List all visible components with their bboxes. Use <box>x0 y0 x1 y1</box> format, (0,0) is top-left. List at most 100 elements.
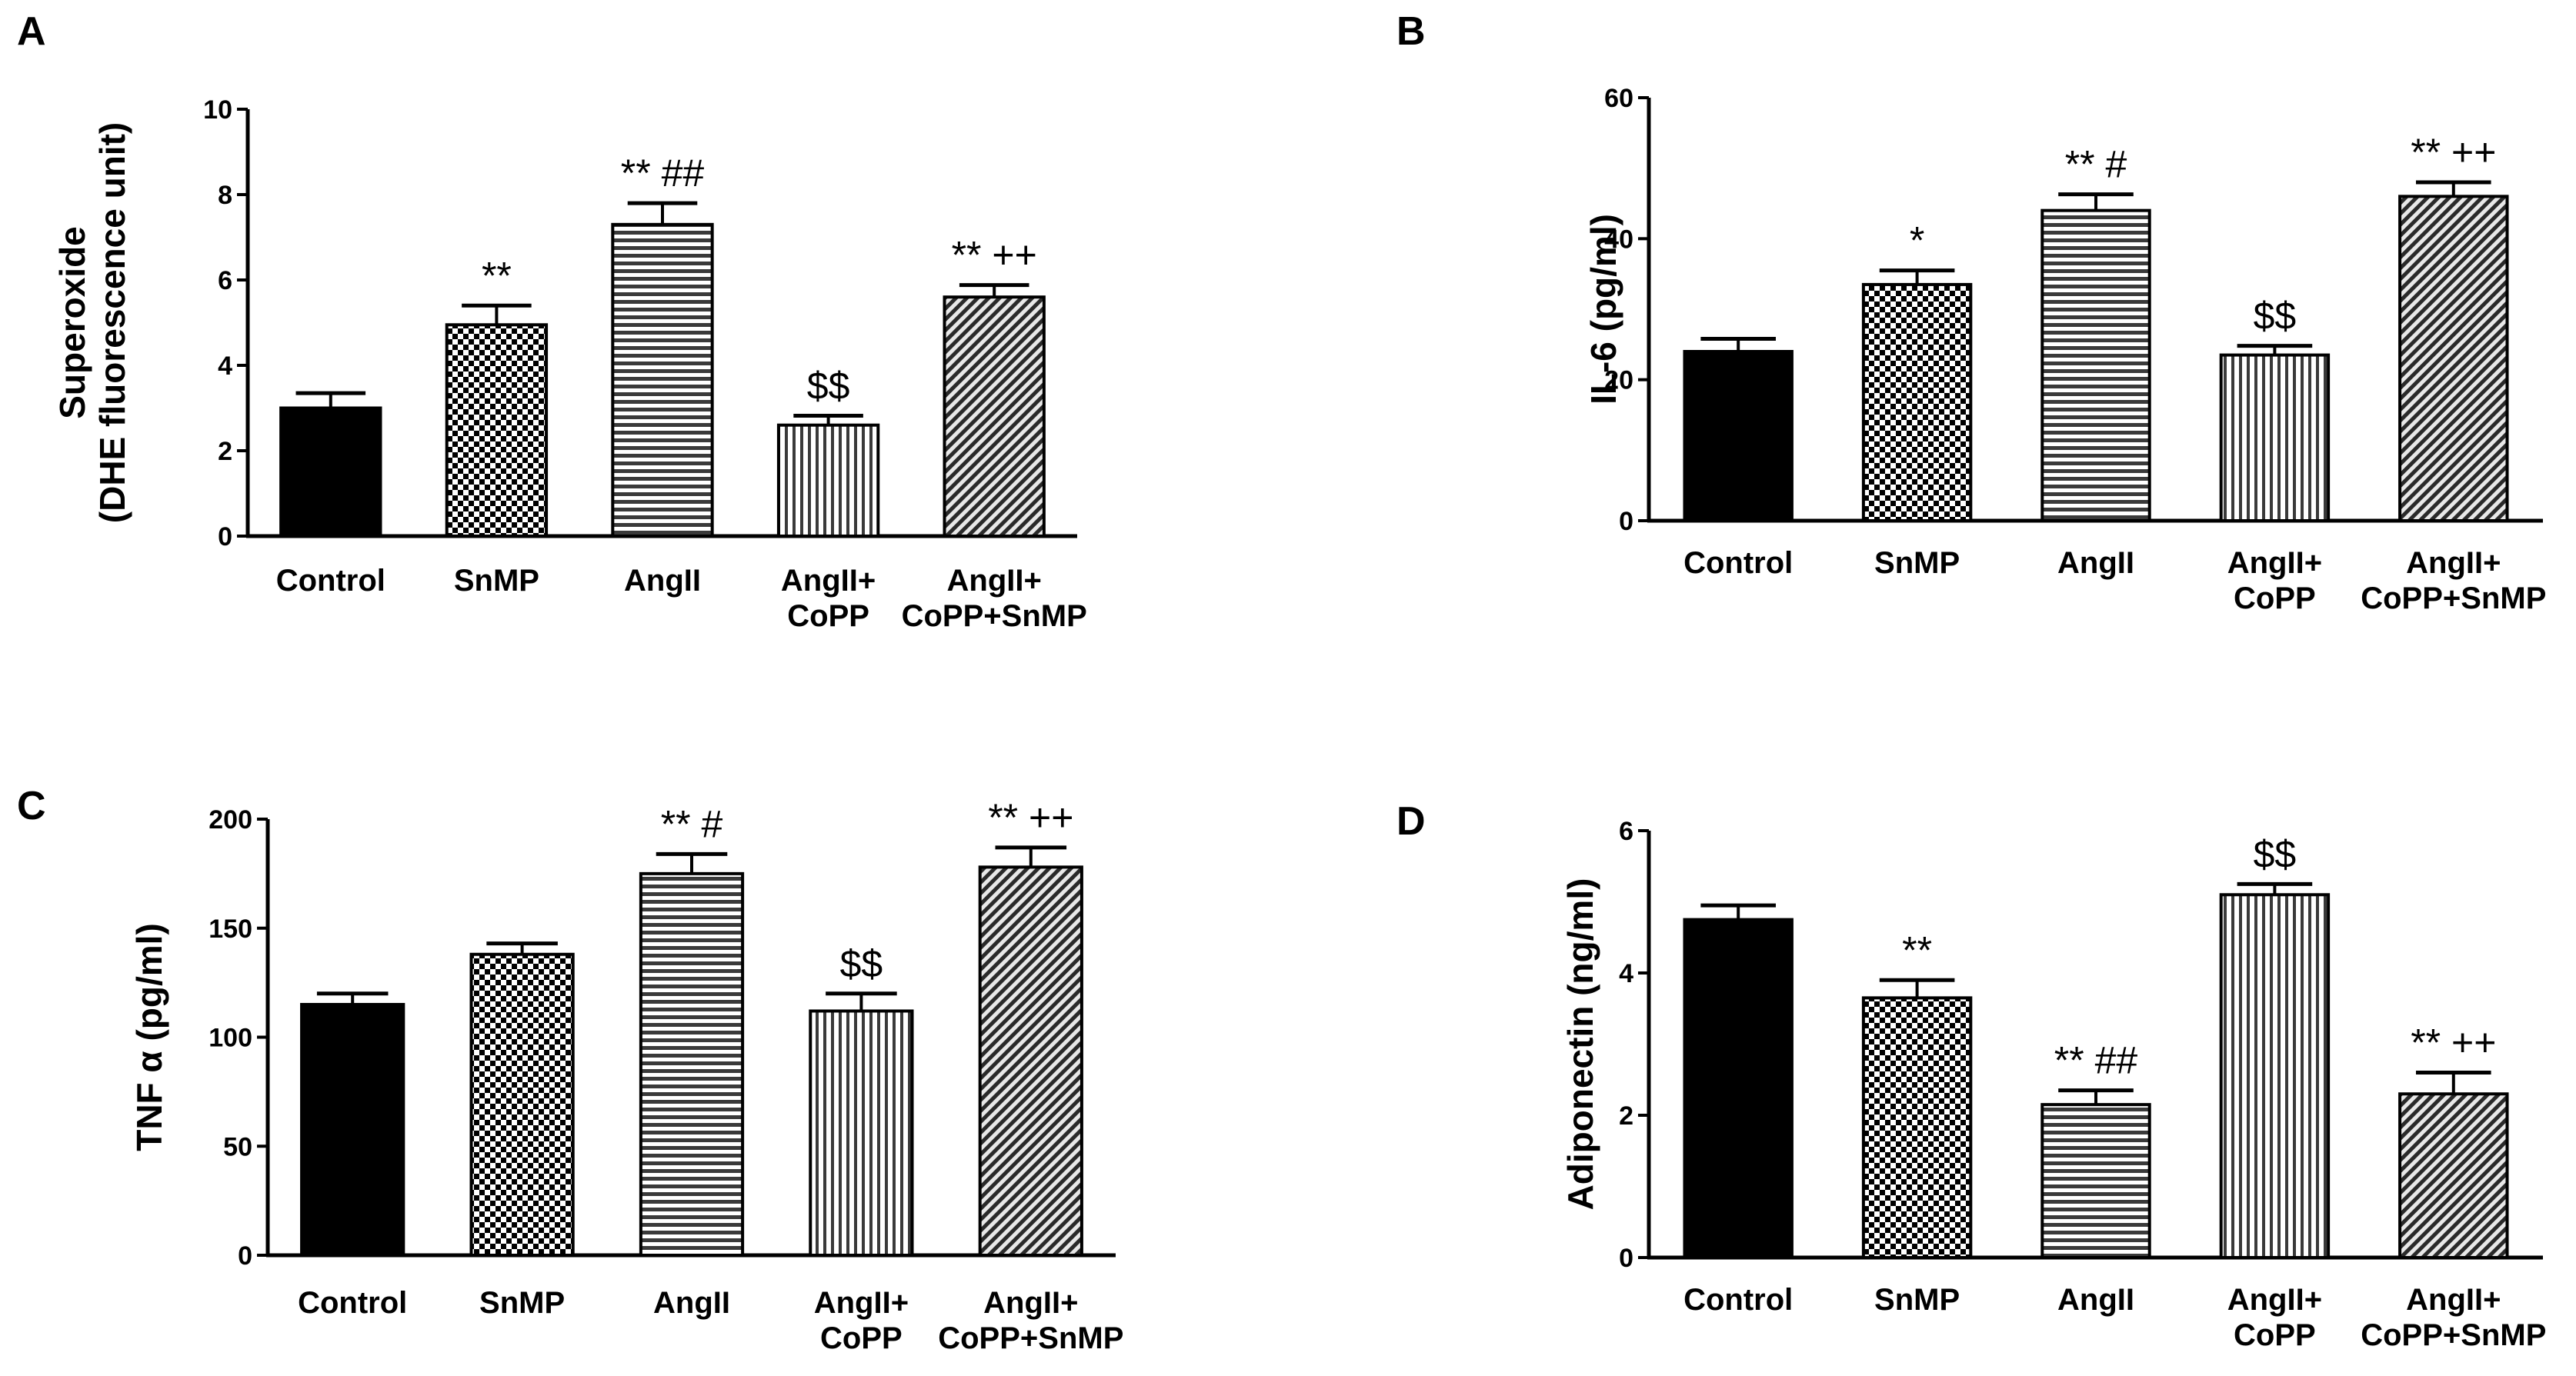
y-axis-title: IL-6 (pg/ml) <box>1583 214 1623 405</box>
category-label-line: CoPP+SnMP <box>2361 1318 2546 1352</box>
y-tick-label: 200 <box>209 805 252 835</box>
y-tick-label: 8 <box>218 181 232 210</box>
y-axis-title-line: TNF α (pg/ml) <box>129 923 169 1151</box>
significance-label: ** ++ <box>2411 1021 2496 1064</box>
significance-label: ** ## <box>621 152 705 195</box>
y-tick-label: 0 <box>218 522 232 551</box>
category-label-line: Control <box>1683 1283 1793 1317</box>
bar <box>809 1009 914 1257</box>
chart-panel-d: D 0 2 4 6 Adiponectin (ng/ml) Control ** SnMP ** … <box>1396 799 2546 1352</box>
significance-label: ** # <box>2065 143 2127 186</box>
chart-panel-b: B 0 20 40 60 IL-6 (pg/ml) Control * SnMP ** # AngI… <box>1396 9 2546 615</box>
bar <box>2040 1103 2151 1259</box>
y-tick-label: 50 <box>223 1132 252 1161</box>
chart-panel-a: A 0 2 4 6 8 10 Superoxide(DHE fluorescence unit… <box>17 9 1087 633</box>
panel-letter: A <box>17 9 46 54</box>
bar <box>639 871 745 1257</box>
y-tick-label: 0 <box>1619 507 1633 536</box>
bar <box>776 423 880 538</box>
significance-label: ** # <box>661 802 723 845</box>
category-label-line: AngII+ <box>947 564 1042 598</box>
y-tick-label: 20 <box>1604 366 1633 395</box>
category-label-line: Control <box>276 564 385 598</box>
category-label-line: AngII+ <box>781 564 876 598</box>
bar <box>2040 208 2151 522</box>
category-label: AngII+ CoPP <box>781 564 876 633</box>
y-tick-label: 60 <box>1604 84 1633 113</box>
y-tick-label: 0 <box>238 1241 252 1271</box>
y-axis-title-line: (DHE fluorescence unit) <box>92 122 132 523</box>
category-label-line: SnMP <box>454 564 539 598</box>
category-label-line: CoPP+SnMP <box>2361 581 2546 615</box>
significance-label: $$ <box>840 942 883 985</box>
bar <box>1683 918 1794 1259</box>
bar <box>1861 282 1973 522</box>
category-label: AngII+ CoPP <box>2227 1283 2322 1352</box>
category-label-line: Control <box>1683 546 1793 580</box>
y-tick-label: 4 <box>218 351 232 381</box>
significance-label: ** <box>482 254 512 297</box>
y-tick-label: 2 <box>1619 1101 1633 1131</box>
panel-letter: B <box>1396 9 1426 54</box>
y-axis-title: TNF α (pg/ml) <box>129 923 169 1151</box>
y-tick-label: 150 <box>209 915 252 944</box>
significance-label: ** ++ <box>988 796 1073 839</box>
y-tick-label: 2 <box>218 437 232 466</box>
panel-letter: C <box>17 784 46 828</box>
bar <box>1683 350 1794 522</box>
bar <box>279 406 382 538</box>
category-label-line: Control <box>298 1286 407 1320</box>
category-label-line: AngII+ <box>983 1286 1078 1320</box>
y-tick-label: 4 <box>1619 959 1633 988</box>
category-label-line: AngII <box>2057 546 2134 580</box>
category-label: SnMP <box>479 1286 565 1320</box>
y-tick-label: 40 <box>1604 225 1633 254</box>
y-axis-title-line: Adiponectin (ng/ml) <box>1560 878 1600 1211</box>
category-label-line: AngII <box>2057 1283 2134 1317</box>
category-label: SnMP <box>1874 1283 1960 1317</box>
category-label-line: CoPP <box>820 1321 903 1355</box>
category-label: AngII+ CoPP+SnMP <box>2361 546 2546 615</box>
bar <box>469 952 575 1258</box>
category-label: Control <box>298 1286 407 1320</box>
category-label-line: SnMP <box>1874 1283 1960 1317</box>
category-label: AngII+ CoPP+SnMP <box>2361 1283 2546 1352</box>
bar <box>2219 893 2331 1259</box>
category-label-line: AngII <box>624 564 701 598</box>
category-label-line: CoPP <box>2234 581 2316 615</box>
bar <box>978 865 1083 1257</box>
category-label: Control <box>276 564 385 598</box>
bar <box>2398 195 2509 522</box>
significance-label: ** ++ <box>952 234 1037 277</box>
category-label: AngII+ CoPP <box>2227 546 2322 615</box>
category-label-line: CoPP <box>787 599 869 633</box>
bar <box>943 295 1046 538</box>
y-axis-title-line: IL-6 (pg/ml) <box>1583 214 1623 405</box>
y-tick-label: 10 <box>203 95 232 125</box>
y-axis-title-line: Superoxide <box>52 226 92 419</box>
category-label-line: AngII+ <box>2227 1283 2322 1317</box>
category-label-line: CoPP <box>2234 1318 2316 1352</box>
category-label-line: SnMP <box>479 1286 565 1320</box>
category-label: AngII+ CoPP+SnMP <box>938 1286 1123 1355</box>
category-label: AngII <box>2057 546 2134 580</box>
category-label: AngII+ CoPP <box>814 1286 909 1355</box>
y-tick-label: 100 <box>209 1024 252 1053</box>
y-tick-label: 0 <box>1619 1244 1633 1273</box>
bar <box>1861 996 1973 1259</box>
category-label-line: AngII+ <box>2406 546 2501 580</box>
category-label: SnMP <box>454 564 539 598</box>
category-label: AngII <box>2057 1283 2134 1317</box>
category-label: AngII+ CoPP+SnMP <box>902 564 1087 633</box>
bar <box>300 1002 405 1257</box>
category-label-line: AngII+ <box>2406 1283 2501 1317</box>
bar <box>611 222 714 538</box>
significance-label: ** <box>1902 928 1932 971</box>
significance-label: ** ++ <box>2411 131 2496 174</box>
y-tick-label: 6 <box>218 266 232 295</box>
category-label: AngII <box>624 564 701 598</box>
bar <box>2219 353 2331 523</box>
category-label: SnMP <box>1874 546 1960 580</box>
